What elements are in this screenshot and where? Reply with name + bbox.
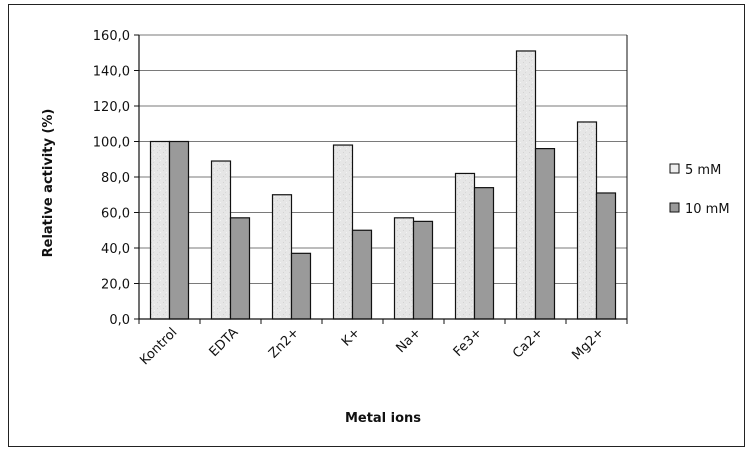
x-axis-title: Metal ions <box>345 411 421 426</box>
bar-5mM-Mg2 <box>576 121 598 320</box>
y-tick-label: 0,0 <box>109 313 130 328</box>
y-tick-label: 140,0 <box>93 65 130 80</box>
legend: 5 mM 10 mM <box>669 163 730 217</box>
axes <box>138 35 628 324</box>
y-tick-label: 120,0 <box>93 100 130 115</box>
bar-5mM-Na <box>393 217 415 320</box>
y-tick-labels: 0,0 20,0 40,0 60,0 80,0 100,0 120,0 140,0 160,0 <box>93 29 130 328</box>
bar-10mM-Mg2 <box>595 192 617 320</box>
bar-10mM-Fe3 <box>473 187 495 320</box>
x-tick-label: K+ <box>339 325 363 349</box>
x-tick-label: Mg2+ <box>569 325 607 363</box>
y-tick-label: 160,0 <box>93 29 130 44</box>
bar-10mM-K <box>351 229 373 320</box>
bar-10mM-Na <box>412 220 434 320</box>
legend-swatch <box>669 163 680 174</box>
bar-10mM-Ca2 <box>534 148 556 320</box>
y-tick-label: 100,0 <box>93 136 130 151</box>
x-tick-label: Fe3+ <box>451 325 486 360</box>
bars <box>149 50 617 320</box>
legend-label: 10 mM <box>685 202 730 217</box>
legend-swatch <box>669 202 680 213</box>
y-tick-label: 20,0 <box>101 278 130 293</box>
x-tick-label: Kontrol <box>137 325 180 368</box>
bar-10mM-Kontrol <box>168 140 190 320</box>
bar-5mM-Ca2 <box>515 50 537 320</box>
x-tick-label: EDTA <box>207 325 242 360</box>
bar-5mM-Kontrol <box>149 140 171 320</box>
bar-10mM-EDTA <box>229 217 251 320</box>
bar-5mM-EDTA <box>210 160 232 320</box>
bar-5mM-Zn2 <box>271 194 293 320</box>
bar-5mM-Fe3 <box>454 172 476 320</box>
y-tick-label: 60,0 <box>101 207 130 222</box>
bar-10mM-Zn2 <box>290 252 312 320</box>
x-tick-label: Ca2+ <box>510 325 546 361</box>
y-tick-label: 40,0 <box>101 242 130 257</box>
x-tick-labels: Kontrol EDTA Zn2+ K+ Na+ Fe3+ Ca2+ Mg2+ <box>137 325 607 368</box>
y-axis-title: Relative activity (%) <box>41 109 56 258</box>
bar-5mM-K <box>332 144 354 320</box>
y-tick-label: 80,0 <box>101 171 130 186</box>
x-tick-label: Zn2+ <box>266 325 302 361</box>
x-tick-label: Na+ <box>394 325 425 356</box>
chart-frame <box>8 4 745 447</box>
legend-label: 5 mM <box>685 163 721 178</box>
